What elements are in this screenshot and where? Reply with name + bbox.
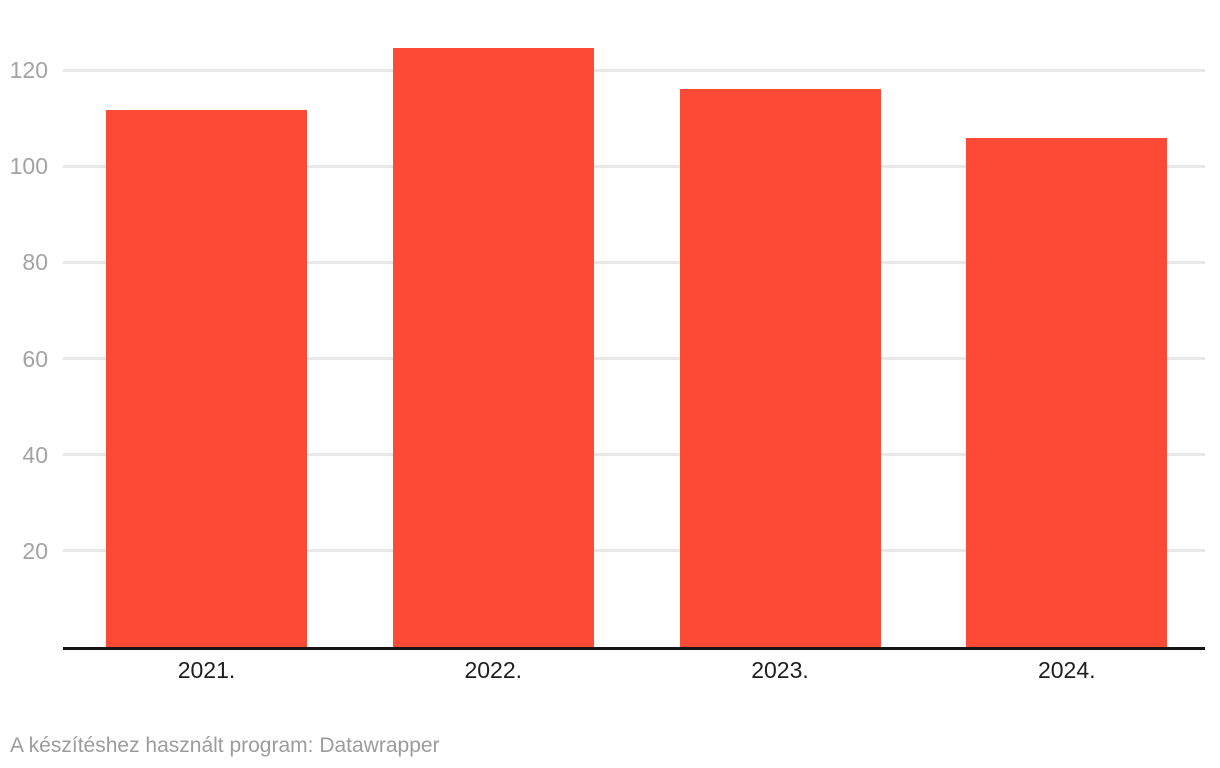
x-axis-label-2024: 2024. bbox=[1037, 657, 1096, 683]
y-axis-tick-120: 120 bbox=[9, 57, 48, 83]
gridline-60 bbox=[63, 357, 1205, 360]
y-axis-tick-40: 40 bbox=[22, 441, 48, 468]
x-axis-label-2023: 2023. bbox=[751, 657, 809, 683]
y-axis-tick-80: 80 bbox=[22, 249, 48, 276]
y-axis-tick-20: 20 bbox=[22, 537, 48, 564]
gridline-120 bbox=[63, 68, 1205, 72]
gridline-40 bbox=[63, 453, 1205, 457]
bar-2021[interactable] bbox=[106, 109, 307, 647]
chart-attribution: A készítéshez használt program: Datawrap… bbox=[10, 734, 440, 757]
y-axis-tick-100: 100 bbox=[9, 153, 48, 180]
bar-2022[interactable] bbox=[392, 47, 594, 647]
bar-2024[interactable] bbox=[966, 138, 1168, 647]
gridline-20 bbox=[63, 549, 1205, 553]
bar-2023[interactable] bbox=[679, 88, 881, 647]
x-axis-line bbox=[63, 647, 1205, 650]
x-axis-label-2022: 2022. bbox=[464, 657, 523, 683]
x-axis-label-2021: 2021. bbox=[177, 657, 236, 683]
gridline-100 bbox=[63, 164, 1205, 168]
gridline-80 bbox=[63, 260, 1205, 264]
y-axis-tick-60: 60 bbox=[22, 345, 48, 372]
